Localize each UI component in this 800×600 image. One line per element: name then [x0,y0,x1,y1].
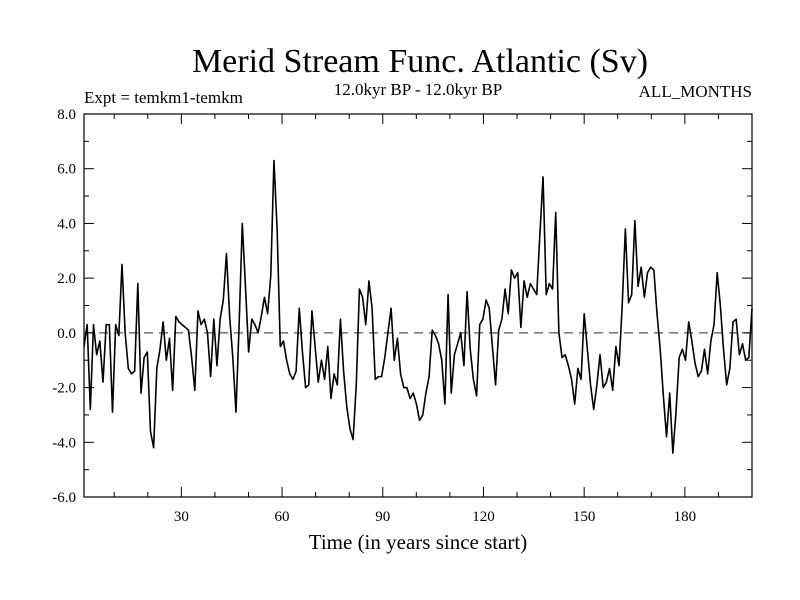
x-tick-label: 60 [275,509,290,525]
x-tick-label: 120 [472,509,495,525]
plot-frame [83,113,753,498]
y-tick-label: 8.0 [57,107,76,123]
months-label: ALL_MONTHS [639,82,752,101]
y-tick-label: 2.0 [57,271,76,287]
x-axis-label: Time (in years since start) [309,530,528,554]
y-tick-label: 6.0 [57,162,76,178]
x-tick-label: 90 [375,509,390,525]
y-tick-label: 4.0 [57,216,76,232]
series-line [83,159,753,455]
y-tick-label: -4.0 [52,435,76,451]
y-tick-label: -2.0 [52,381,76,397]
x-tick-label: 180 [674,509,697,525]
y-tick-label: -6.0 [52,490,76,506]
x-tick-label: 30 [174,509,189,525]
period-label: 12.0kyr BP - 12.0kyr BP [334,80,502,99]
experiment-label: Expt = temkm1-temkm [84,88,243,107]
chart-title: Merid Stream Func. Atlantic (Sv) [192,43,648,80]
y-tick-label: 0.0 [57,326,76,342]
plot-area: 30 60 90 120 150 180 -6.0 -4.0 -2.0 0.0 2.0 4.0 6.0 8… [52,107,753,525]
x-tick-label: 150 [573,509,596,525]
